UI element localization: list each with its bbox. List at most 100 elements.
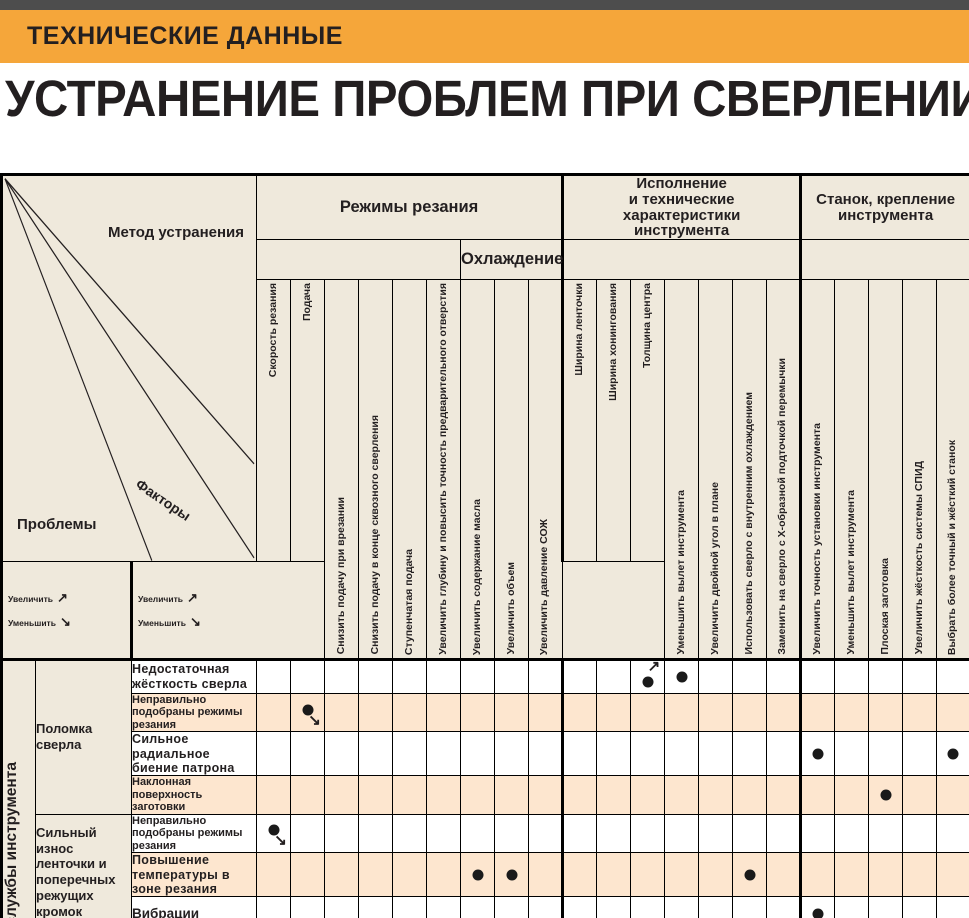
matrix-cell[interactable]: [732, 775, 768, 815]
matrix-cell[interactable]: [290, 775, 326, 815]
matrix-cell[interactable]: [392, 775, 428, 815]
matrix-cell[interactable]: [936, 775, 969, 815]
matrix-cell[interactable]: [868, 775, 904, 815]
matrix-cell[interactable]: [766, 813, 802, 854]
matrix-cell[interactable]: [936, 692, 969, 733]
matrix-cell[interactable]: [698, 775, 734, 815]
matrix-cell[interactable]: [426, 692, 462, 733]
matrix-cell[interactable]: [494, 731, 530, 777]
matrix-cell[interactable]: [561, 813, 598, 854]
matrix-cell[interactable]: [732, 852, 768, 898]
matrix-cell[interactable]: [561, 692, 598, 733]
matrix-cell[interactable]: [460, 896, 496, 918]
matrix-cell[interactable]: ↘: [256, 813, 292, 854]
matrix-cell[interactable]: [358, 813, 394, 854]
matrix-cell[interactable]: [561, 731, 598, 777]
matrix-cell[interactable]: [324, 896, 360, 918]
matrix-cell[interactable]: [766, 852, 802, 898]
matrix-cell[interactable]: [596, 896, 632, 918]
matrix-cell[interactable]: [494, 896, 530, 918]
matrix-cell[interactable]: [290, 657, 326, 694]
matrix-cell[interactable]: [290, 813, 326, 854]
matrix-cell[interactable]: [460, 852, 496, 898]
matrix-cell[interactable]: [664, 657, 700, 694]
matrix-cell[interactable]: [834, 692, 870, 733]
matrix-cell[interactable]: [868, 896, 904, 918]
matrix-cell[interactable]: [460, 692, 496, 733]
matrix-cell[interactable]: ↘: [290, 692, 326, 733]
matrix-cell[interactable]: [834, 852, 870, 898]
matrix-cell[interactable]: [596, 692, 632, 733]
matrix-cell[interactable]: [528, 813, 564, 854]
matrix-cell[interactable]: [596, 775, 632, 815]
matrix-cell[interactable]: [664, 852, 700, 898]
matrix-cell[interactable]: [834, 813, 870, 854]
matrix-cell[interactable]: [902, 775, 938, 815]
matrix-cell[interactable]: [528, 731, 564, 777]
matrix-cell[interactable]: [460, 775, 496, 815]
matrix-cell[interactable]: [426, 775, 462, 815]
matrix-cell[interactable]: [528, 657, 564, 694]
matrix-cell[interactable]: [392, 657, 428, 694]
matrix-cell[interactable]: [561, 657, 598, 694]
matrix-cell[interactable]: [324, 731, 360, 777]
matrix-cell[interactable]: [766, 896, 802, 918]
matrix-cell[interactable]: [426, 896, 462, 918]
matrix-cell[interactable]: [902, 852, 938, 898]
matrix-cell[interactable]: [561, 852, 598, 898]
matrix-cell[interactable]: [732, 657, 768, 694]
matrix-cell[interactable]: [936, 896, 969, 918]
matrix-cell[interactable]: [528, 896, 564, 918]
matrix-cell[interactable]: [426, 731, 462, 777]
matrix-cell[interactable]: [426, 657, 462, 694]
matrix-cell[interactable]: [834, 657, 870, 694]
matrix-cell[interactable]: [868, 731, 904, 777]
matrix-cell[interactable]: [630, 852, 666, 898]
matrix-cell[interactable]: [834, 775, 870, 815]
matrix-cell[interactable]: [256, 731, 292, 777]
matrix-cell[interactable]: [630, 775, 666, 815]
matrix-cell[interactable]: [630, 731, 666, 777]
matrix-cell[interactable]: [392, 731, 428, 777]
matrix-cell[interactable]: [936, 731, 969, 777]
matrix-cell[interactable]: [698, 657, 734, 694]
matrix-cell[interactable]: [596, 813, 632, 854]
matrix-cell[interactable]: [698, 813, 734, 854]
matrix-cell[interactable]: [732, 731, 768, 777]
matrix-cell[interactable]: [494, 775, 530, 815]
matrix-cell[interactable]: [324, 852, 360, 898]
matrix-cell[interactable]: [494, 813, 530, 854]
matrix-cell[interactable]: [799, 813, 836, 854]
matrix-cell[interactable]: [426, 852, 462, 898]
matrix-cell[interactable]: [358, 896, 394, 918]
matrix-cell[interactable]: [324, 813, 360, 854]
matrix-cell[interactable]: [664, 896, 700, 918]
matrix-cell[interactable]: [460, 813, 496, 854]
matrix-cell[interactable]: [868, 852, 904, 898]
matrix-cell[interactable]: [664, 692, 700, 733]
matrix-cell[interactable]: [664, 731, 700, 777]
matrix-cell[interactable]: [936, 813, 969, 854]
matrix-cell[interactable]: [460, 731, 496, 777]
matrix-cell[interactable]: [392, 852, 428, 898]
matrix-cell[interactable]: ↗: [630, 657, 666, 694]
matrix-cell[interactable]: [358, 731, 394, 777]
matrix-cell[interactable]: [799, 896, 836, 918]
matrix-cell[interactable]: [426, 813, 462, 854]
matrix-cell[interactable]: [902, 692, 938, 733]
matrix-cell[interactable]: [494, 692, 530, 733]
matrix-cell[interactable]: [799, 852, 836, 898]
matrix-cell[interactable]: [358, 775, 394, 815]
matrix-cell[interactable]: [732, 692, 768, 733]
matrix-cell[interactable]: [630, 692, 666, 733]
matrix-cell[interactable]: [902, 813, 938, 854]
matrix-cell[interactable]: [528, 775, 564, 815]
matrix-cell[interactable]: [324, 775, 360, 815]
matrix-cell[interactable]: [766, 775, 802, 815]
matrix-cell[interactable]: [630, 813, 666, 854]
matrix-cell[interactable]: [256, 692, 292, 733]
matrix-cell[interactable]: [561, 775, 598, 815]
matrix-cell[interactable]: [630, 896, 666, 918]
matrix-cell[interactable]: [494, 852, 530, 898]
matrix-cell[interactable]: [698, 692, 734, 733]
